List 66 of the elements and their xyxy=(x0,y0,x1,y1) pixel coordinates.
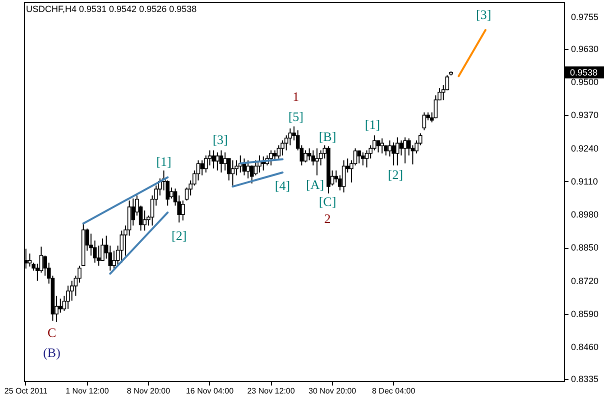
candlestick xyxy=(342,160,346,193)
x-tick-label: 8 Dec 04:00 xyxy=(372,386,416,396)
y-tick-label: 0.8850 xyxy=(571,242,599,253)
candlestick xyxy=(142,210,147,232)
candlestick xyxy=(392,142,396,166)
y-tick-label: 0.8460 xyxy=(571,342,599,352)
candlestick xyxy=(304,150,308,163)
candlestick xyxy=(131,198,136,226)
y-tick-label: 0.8590 xyxy=(571,308,599,319)
annotation: [B] xyxy=(318,129,336,144)
y-tick-label: 0.8980 xyxy=(571,210,599,220)
candlestick xyxy=(58,298,62,314)
y-tick-label: 0.9500 xyxy=(571,77,599,88)
y-tick-label: 0.9110 xyxy=(571,176,598,186)
candlestick xyxy=(219,150,224,174)
candlestick xyxy=(403,136,407,164)
annotation: [A] xyxy=(306,177,324,192)
y-tick-label: 0.9630 xyxy=(571,44,599,54)
annotation: [5] xyxy=(288,109,304,124)
x-tick-label: 30 Nov 20:00 xyxy=(308,386,357,396)
annotation: [3] xyxy=(212,132,228,147)
candlestick xyxy=(315,148,319,176)
candlestick xyxy=(272,150,277,161)
candlestick xyxy=(246,160,250,179)
y-tick-label: 0.9755 xyxy=(571,12,599,22)
candlestick xyxy=(200,160,204,176)
annotation: [1] xyxy=(364,117,380,132)
annotation: [C] xyxy=(318,194,336,209)
candlestick xyxy=(422,112,426,131)
candlestick xyxy=(269,150,273,166)
candlestick xyxy=(276,144,281,159)
annotation: [1] xyxy=(156,154,172,169)
annotation: [3] xyxy=(476,7,492,22)
x-tick-label: 23 Nov 12:00 xyxy=(247,386,296,396)
candlestick xyxy=(280,140,284,156)
candlestick xyxy=(223,152,227,171)
candlestick xyxy=(181,200,185,221)
candlestick xyxy=(380,138,384,154)
candlestick xyxy=(28,253,32,268)
annotation: 1 xyxy=(292,89,300,104)
annotation: (B) xyxy=(43,345,60,360)
candlestick xyxy=(254,160,258,176)
x-tick-label: 1 Nov 12:00 xyxy=(66,386,110,396)
x-tick-label: 16 Nov 04:00 xyxy=(186,386,234,396)
candlestick xyxy=(434,94,438,119)
candlestick xyxy=(216,152,220,171)
x-tick-label: 8 Nov 20:00 xyxy=(126,386,171,396)
ref-line-label: 0.9538 xyxy=(570,67,598,78)
candlestick xyxy=(250,164,254,184)
candlestick xyxy=(396,136,400,166)
annotation: 2 xyxy=(324,211,331,226)
annotation: [2] xyxy=(388,167,404,182)
candlestick xyxy=(212,150,216,169)
y-tick-label: 0.8335 xyxy=(571,374,599,384)
x-tick-label: 25 Oct 2011 xyxy=(4,386,48,396)
candlestick xyxy=(361,152,365,166)
annotation: [2] xyxy=(172,228,187,243)
y-tick-label: 0.9370 xyxy=(571,110,599,120)
candlestick xyxy=(204,154,208,174)
y-tick-label: 0.9240 xyxy=(571,143,599,154)
candlestick xyxy=(66,285,70,310)
chart-title: USDCHF,H4 0.9531 0.9542 0.9526 0.9538 xyxy=(26,4,197,14)
annotation: [4] xyxy=(274,178,290,193)
candlestick xyxy=(357,150,362,164)
annotation: C xyxy=(47,325,56,340)
y-tick-label: 0.8720 xyxy=(571,276,599,286)
